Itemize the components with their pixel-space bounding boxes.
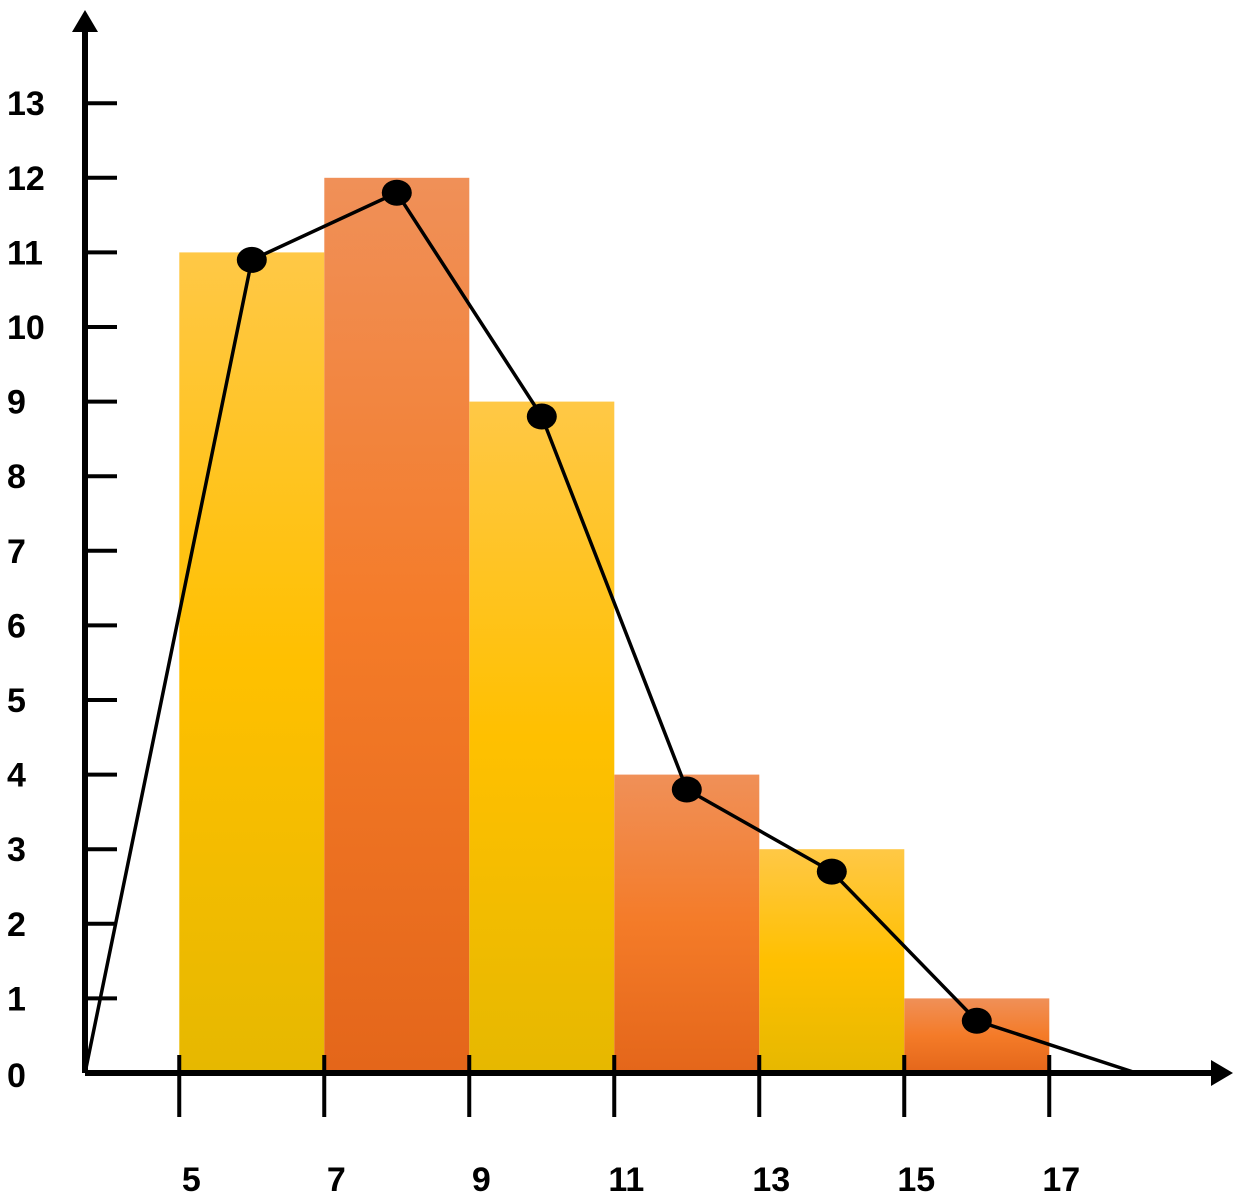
x-axis-arrow bbox=[1211, 1060, 1233, 1086]
polygon-point bbox=[816, 858, 847, 885]
x-tick-label: 11 bbox=[608, 1161, 644, 1196]
y-tick-label: 4 bbox=[7, 757, 26, 795]
y-tick-label: 1 bbox=[7, 980, 26, 1018]
x-tick-label: 9 bbox=[472, 1161, 491, 1196]
histogram-bar bbox=[614, 774, 760, 1073]
x-tick-label: 13 bbox=[752, 1161, 790, 1196]
y-tick-label: 10 bbox=[7, 309, 45, 347]
y-tick-label: 8 bbox=[7, 458, 26, 496]
polygon-point bbox=[526, 403, 557, 430]
polygon-line bbox=[83, 190, 1137, 1075]
y-tick-label: 2 bbox=[7, 906, 26, 944]
x-tick-label: 7 bbox=[327, 1161, 346, 1196]
polygon-point bbox=[236, 246, 267, 273]
y-axis-arrow bbox=[72, 10, 98, 32]
y-tick-label: 0 bbox=[7, 1057, 26, 1095]
y-tick-label: 9 bbox=[7, 384, 26, 422]
y-tick-label: 6 bbox=[7, 607, 26, 645]
y-tick-label: 5 bbox=[7, 682, 26, 720]
axes bbox=[72, 10, 1233, 1117]
polygon-point bbox=[381, 179, 412, 206]
polygon-point bbox=[961, 1007, 992, 1034]
y-tick-label: 11 bbox=[7, 234, 43, 272]
histogram-bar bbox=[759, 849, 905, 1073]
histogram-bar bbox=[179, 252, 325, 1073]
histogram-bar bbox=[324, 177, 470, 1074]
y-tick-label: 3 bbox=[7, 831, 26, 869]
frequency-polygon bbox=[83, 179, 1137, 1075]
y-tick-label: 13 bbox=[7, 85, 45, 123]
y-tick-label: 7 bbox=[7, 533, 26, 571]
y-tick-label: 12 bbox=[7, 160, 45, 198]
x-tick-label: 5 bbox=[182, 1161, 201, 1196]
histogram-bar bbox=[469, 401, 615, 1074]
x-tick-label: 15 bbox=[897, 1161, 935, 1196]
polygon-point bbox=[671, 776, 702, 803]
x-tick-label: 17 bbox=[1042, 1161, 1080, 1196]
histogram-bars bbox=[179, 177, 1050, 1074]
